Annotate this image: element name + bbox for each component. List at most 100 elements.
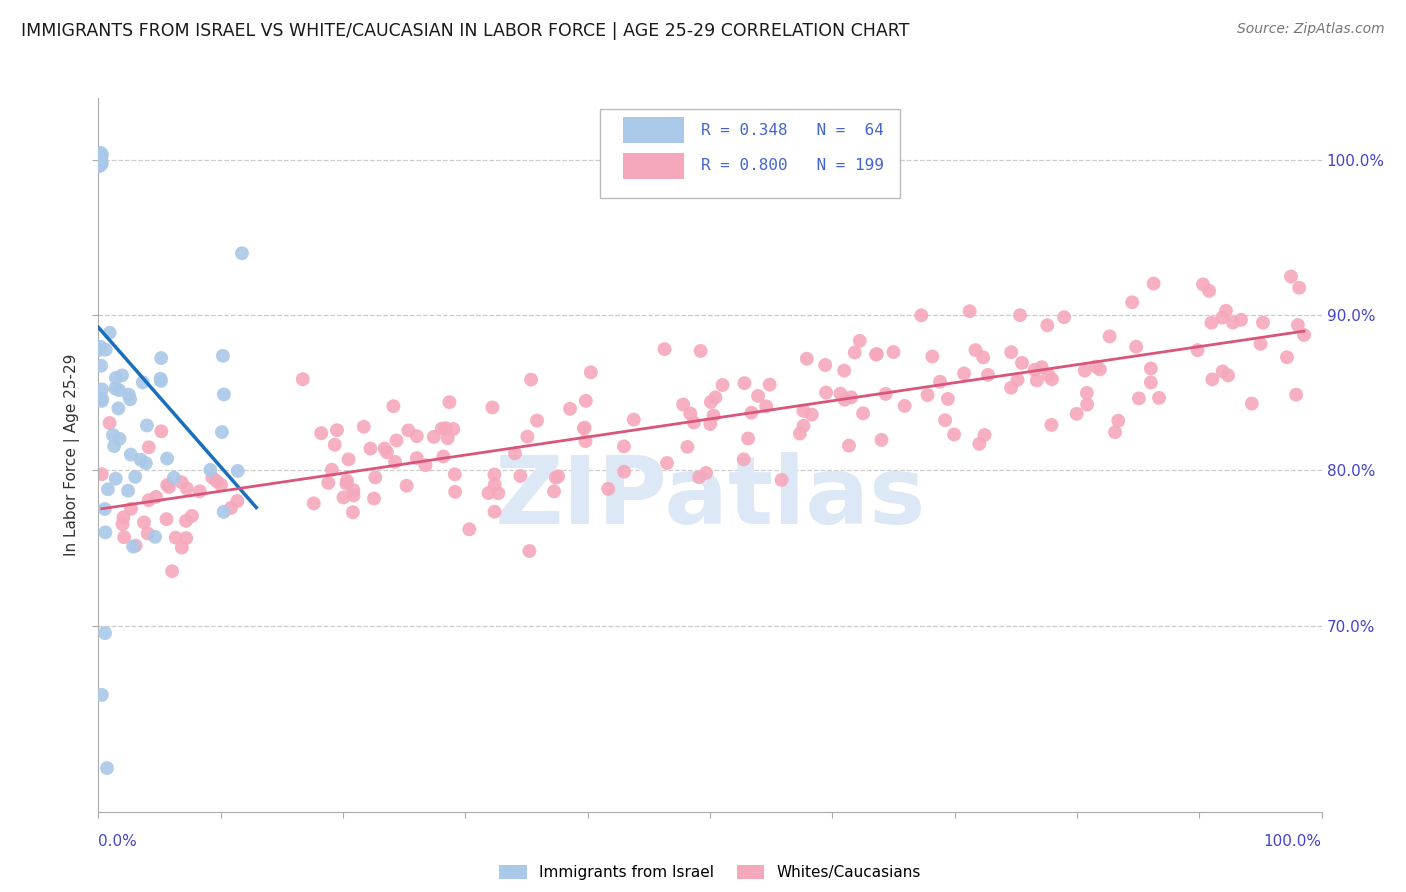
Point [316,475,339,490]
Point [683,416,706,430]
Point [711,378,734,392]
Point [1192,277,1215,292]
Point [174,514,197,528]
Point [382,399,405,413]
Point [574,434,596,449]
Point [613,439,636,453]
Point [943,427,966,442]
Point [90,688,112,702]
Point [477,486,499,500]
FancyBboxPatch shape [623,153,685,178]
Text: Source: ZipAtlas.com: Source: ZipAtlas.com [1237,22,1385,37]
Point [90,153,112,168]
Point [1024,363,1046,377]
Point [145,490,167,504]
Point [1008,308,1031,322]
Point [1036,318,1059,333]
Point [101,428,124,442]
Point [97,483,120,497]
Point [596,482,619,496]
Point [112,530,135,544]
Point [231,246,253,260]
Point [326,423,349,437]
Point [1121,295,1143,310]
Point [174,531,197,545]
Point [122,540,145,554]
Point [150,425,173,439]
Point [124,539,146,553]
Point [94,626,117,640]
Point [1222,316,1244,330]
Point [977,368,1000,382]
Point [98,326,121,340]
Point [486,486,509,500]
Point [755,400,778,414]
Point [1279,269,1302,284]
Point [107,401,129,416]
Point [921,350,943,364]
Point [441,422,464,436]
Point [695,466,717,480]
Point [953,367,976,381]
Point [89,145,111,160]
Point [432,450,454,464]
Point [934,413,956,427]
Point [188,484,211,499]
Point [89,156,111,170]
Point [104,371,127,385]
Point [800,408,823,422]
Point [1053,310,1076,325]
Point [689,343,711,358]
Point [89,153,111,168]
Point [120,501,142,516]
Point [1201,316,1223,330]
Point [309,426,332,441]
Point [117,483,139,498]
Point [875,387,897,401]
Point [374,442,396,456]
Point [112,510,135,524]
Point [1031,360,1053,375]
Point [384,455,406,469]
Point [520,373,543,387]
Point [138,440,160,454]
Point [484,477,506,491]
Point [90,393,112,408]
Point [1140,361,1163,376]
Point [160,564,183,578]
Point [405,451,427,466]
Text: 0.0%: 0.0% [98,834,138,849]
Point [747,389,769,403]
Point [1074,363,1097,377]
Point [1038,368,1060,383]
Point [430,422,453,436]
Point [676,440,699,454]
Point [135,418,157,433]
Point [679,407,702,421]
Point [1215,303,1237,318]
Point [89,154,111,169]
Point [929,375,952,389]
Point [1000,345,1022,359]
Point [1088,362,1111,376]
Point [157,480,180,494]
Point [973,428,995,442]
Point [434,421,457,435]
Point [226,464,249,478]
Point [335,476,357,491]
Point [1212,364,1234,378]
Point [547,469,569,483]
Point [1140,376,1163,390]
Point [396,424,419,438]
Point [870,433,893,447]
Point [87,343,110,358]
Point [165,531,187,545]
Point [1230,313,1253,327]
Point [90,359,112,373]
Point [839,390,862,404]
Point [1142,277,1164,291]
Point [737,432,759,446]
Point [443,467,465,482]
Point [90,467,112,482]
Point [353,419,375,434]
